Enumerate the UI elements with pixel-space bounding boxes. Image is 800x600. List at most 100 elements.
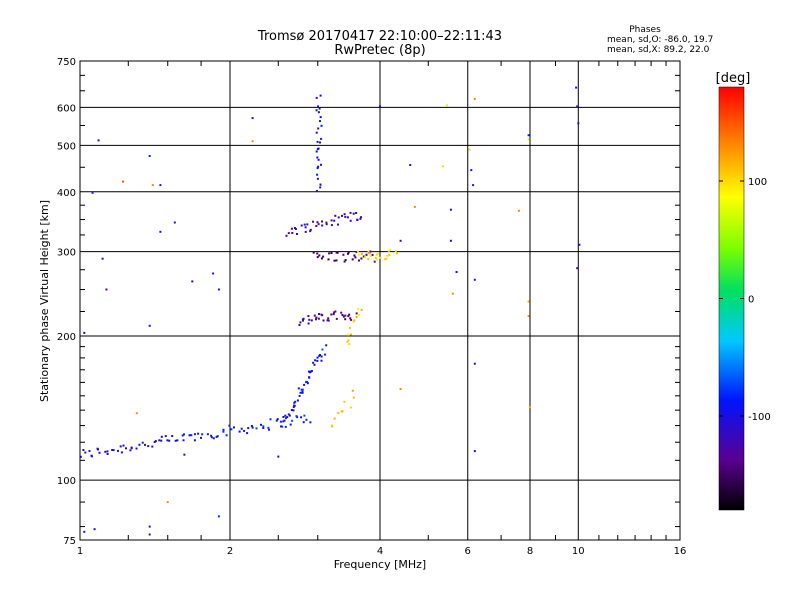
data-point — [312, 251, 315, 254]
data-point — [349, 211, 352, 214]
data-point — [351, 389, 354, 392]
data-point — [360, 253, 363, 255]
data-point — [130, 447, 133, 450]
data-point — [322, 255, 325, 258]
data-point — [166, 439, 169, 442]
data-point — [387, 250, 390, 253]
data-point — [166, 501, 169, 504]
data-point — [301, 390, 304, 393]
colorbar — [718, 86, 745, 511]
data-point — [251, 426, 254, 429]
data-point — [309, 230, 312, 233]
data-point — [318, 313, 320, 315]
data-point — [88, 450, 91, 452]
data-point — [347, 339, 350, 342]
data-point — [319, 354, 321, 356]
data-point — [307, 322, 310, 325]
data-point — [159, 184, 162, 187]
x-tick-label: 10 — [572, 546, 585, 557]
data-point — [355, 212, 358, 214]
plot-area — [79, 60, 681, 541]
data-point — [330, 219, 333, 222]
y-tick-label: 500 — [57, 141, 76, 152]
data-point — [356, 218, 359, 221]
data-point — [321, 314, 324, 317]
data-point — [93, 528, 96, 531]
data-point — [230, 428, 233, 431]
data-point — [288, 414, 291, 417]
data-point — [342, 315, 345, 318]
y-tick-label: 300 — [57, 248, 76, 259]
data-point — [316, 356, 319, 359]
data-point — [344, 318, 347, 321]
data-point — [120, 451, 123, 454]
data-point — [529, 406, 531, 409]
data-point — [148, 324, 151, 327]
data-point — [316, 140, 319, 143]
data-point — [327, 258, 330, 261]
data-point — [315, 150, 318, 153]
data-point — [316, 156, 319, 159]
colorbar-tick-label: 0 — [748, 295, 754, 306]
data-point — [215, 435, 218, 438]
data-point — [319, 94, 322, 97]
data-point — [319, 120, 321, 123]
data-point — [342, 253, 345, 256]
data-point — [386, 254, 389, 257]
data-point — [129, 449, 132, 452]
data-point — [575, 86, 578, 89]
data-point — [305, 381, 308, 384]
data-point — [90, 454, 93, 457]
data-point — [300, 416, 303, 419]
data-point — [399, 388, 402, 390]
data-point — [355, 251, 358, 253]
data-point — [160, 435, 163, 438]
data-point — [302, 319, 304, 322]
data-point — [343, 400, 346, 403]
data-point — [303, 223, 306, 226]
data-point — [527, 138, 530, 141]
data-point — [222, 430, 225, 433]
data-point — [310, 319, 313, 322]
data-point — [292, 406, 295, 408]
data-point — [151, 184, 154, 187]
data-point — [527, 300, 530, 303]
data-point — [576, 267, 579, 270]
data-point — [344, 259, 347, 262]
data-point — [334, 310, 337, 313]
data-point — [285, 417, 287, 420]
data-point — [316, 256, 319, 259]
data-point — [151, 445, 154, 448]
data-point — [305, 418, 308, 421]
data-point — [327, 317, 330, 320]
data-point — [350, 406, 353, 409]
data-point — [315, 131, 318, 134]
data-point — [349, 333, 352, 336]
data-point — [313, 314, 316, 317]
data-point — [197, 432, 200, 435]
data-point — [260, 423, 262, 426]
data-point — [309, 421, 312, 424]
data-point — [293, 401, 296, 404]
data-point — [316, 252, 319, 255]
data-point — [308, 318, 311, 321]
data-point — [472, 184, 475, 187]
data-point — [373, 260, 376, 263]
data-point — [335, 259, 338, 262]
data-point — [409, 164, 412, 166]
data-point — [388, 253, 391, 256]
data-point — [473, 362, 476, 365]
data-point — [441, 165, 444, 168]
data-point — [321, 220, 323, 223]
data-point — [304, 230, 307, 233]
data-point — [154, 440, 157, 443]
data-point — [351, 258, 354, 261]
y-tick-label: 200 — [57, 332, 76, 343]
data-point — [279, 420, 282, 423]
colorbar-ticks: 100 0 -100 — [719, 177, 771, 423]
data-point — [360, 216, 362, 219]
data-point — [473, 450, 476, 453]
data-point — [315, 109, 318, 112]
data-point — [368, 252, 371, 255]
data-point — [268, 428, 270, 431]
